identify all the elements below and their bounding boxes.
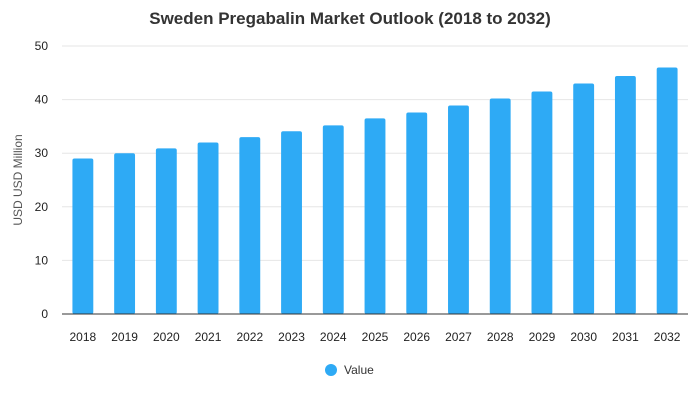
bar-2024[interactable] — [322, 125, 344, 314]
chart-title: Sweden Pregabalin Market Outlook (2018 t… — [149, 9, 551, 28]
y-tick-label: 10 — [35, 253, 49, 267]
x-tick-label: 2029 — [529, 330, 556, 344]
y-axis-label: USD USD Million — [11, 134, 25, 225]
bar-2027[interactable] — [448, 105, 469, 314]
x-tick-label: 2026 — [403, 330, 430, 344]
x-tick-label: 2028 — [487, 330, 514, 344]
bar-2020[interactable] — [155, 148, 177, 314]
bar-2028[interactable] — [489, 98, 511, 314]
bar-2021[interactable] — [197, 142, 219, 314]
x-tick-label: 2020 — [153, 330, 180, 344]
y-tick-label: 0 — [41, 307, 48, 321]
bar-2032[interactable] — [656, 67, 678, 314]
bar-2030[interactable] — [573, 83, 595, 315]
legend-label: Value — [344, 363, 374, 377]
bar-2018[interactable] — [72, 158, 94, 314]
y-tick-label: 50 — [35, 39, 49, 53]
y-tick-label: 30 — [35, 146, 49, 160]
x-tick-label: 2031 — [612, 330, 639, 344]
x-tick-label: 2024 — [320, 330, 347, 344]
bar-2026[interactable] — [406, 112, 428, 315]
y-tick-label: 20 — [35, 200, 49, 214]
y-axis-ticks: 0 10 20 30 40 50 — [35, 39, 49, 321]
y-tick-label: 40 — [35, 93, 49, 107]
legend-swatch-icon — [325, 364, 337, 376]
bar-2029[interactable] — [531, 91, 553, 314]
x-tick-label: 2027 — [445, 330, 472, 344]
x-tick-label: 2021 — [195, 330, 222, 344]
x-tick-label: 2030 — [570, 330, 597, 344]
bar-2023[interactable] — [281, 131, 302, 314]
x-tick-label: 2023 — [278, 330, 305, 344]
bars — [72, 67, 678, 315]
bar-2019[interactable] — [114, 153, 136, 314]
x-axis-ticks: 2018 2019 2020 2021 2022 2023 2024 2025 2026 2027… — [70, 330, 681, 344]
legend[interactable]: Value — [325, 363, 374, 377]
bar-2022[interactable] — [239, 137, 261, 314]
bar-2031[interactable] — [614, 76, 636, 315]
x-tick-label: 2022 — [236, 330, 263, 344]
x-tick-label: 2019 — [111, 330, 138, 344]
bar-2025[interactable] — [364, 118, 386, 314]
x-tick-label: 2025 — [362, 330, 389, 344]
x-tick-label: 2032 — [654, 330, 681, 344]
x-tick-label: 2018 — [70, 330, 97, 344]
